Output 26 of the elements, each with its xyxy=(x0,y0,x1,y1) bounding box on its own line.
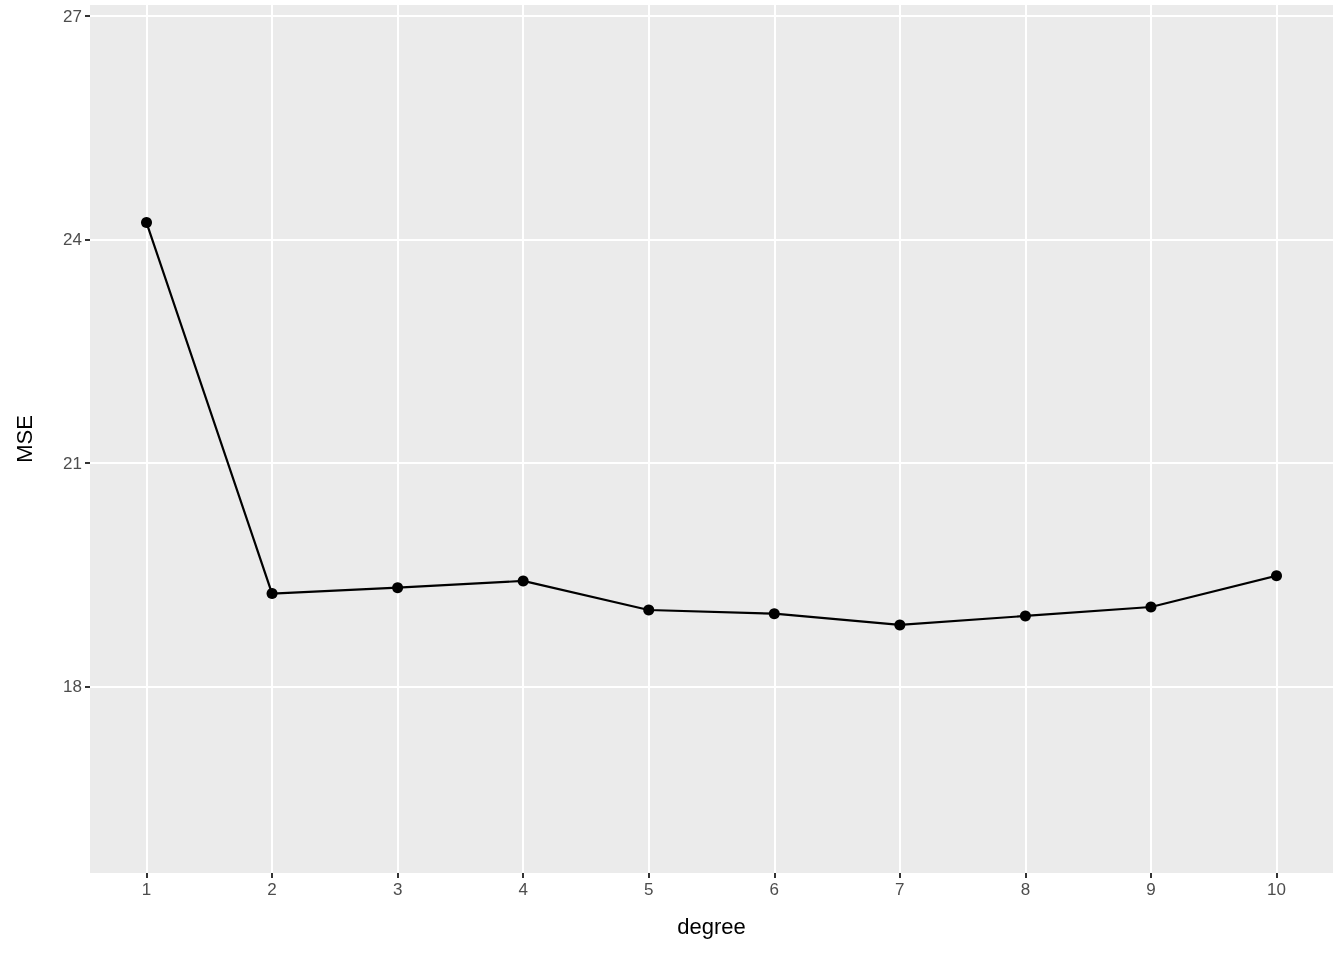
point xyxy=(768,608,780,620)
point xyxy=(1019,610,1031,622)
x-tick-label: 8 xyxy=(1020,880,1031,899)
y-tick-label: 18 xyxy=(63,677,82,697)
x-tick-label: 7 xyxy=(895,880,905,899)
point xyxy=(141,217,152,229)
point xyxy=(1145,601,1157,613)
y-tick-label: 24 xyxy=(63,230,82,250)
x-tick-label: 2 xyxy=(267,880,277,899)
y-tick-label: 21 xyxy=(63,453,82,473)
x-tick-label: 4 xyxy=(518,880,528,899)
y-tick-label: 27 xyxy=(63,6,82,26)
point xyxy=(392,582,404,594)
x-tick-label: 5 xyxy=(643,880,654,899)
x-tick-label: 3 xyxy=(392,880,403,899)
y-axis-title: MSE xyxy=(11,415,37,463)
x-tick-label: 1 xyxy=(141,880,152,899)
x-tick-label: 10 xyxy=(1267,880,1286,899)
x-tick-label: 9 xyxy=(1146,880,1156,899)
point xyxy=(643,604,655,616)
point xyxy=(266,588,278,600)
x-tick-label: 6 xyxy=(769,880,780,899)
point xyxy=(894,619,906,631)
point xyxy=(1271,570,1282,582)
point xyxy=(517,575,529,587)
x-axis-title: degree xyxy=(677,913,746,939)
